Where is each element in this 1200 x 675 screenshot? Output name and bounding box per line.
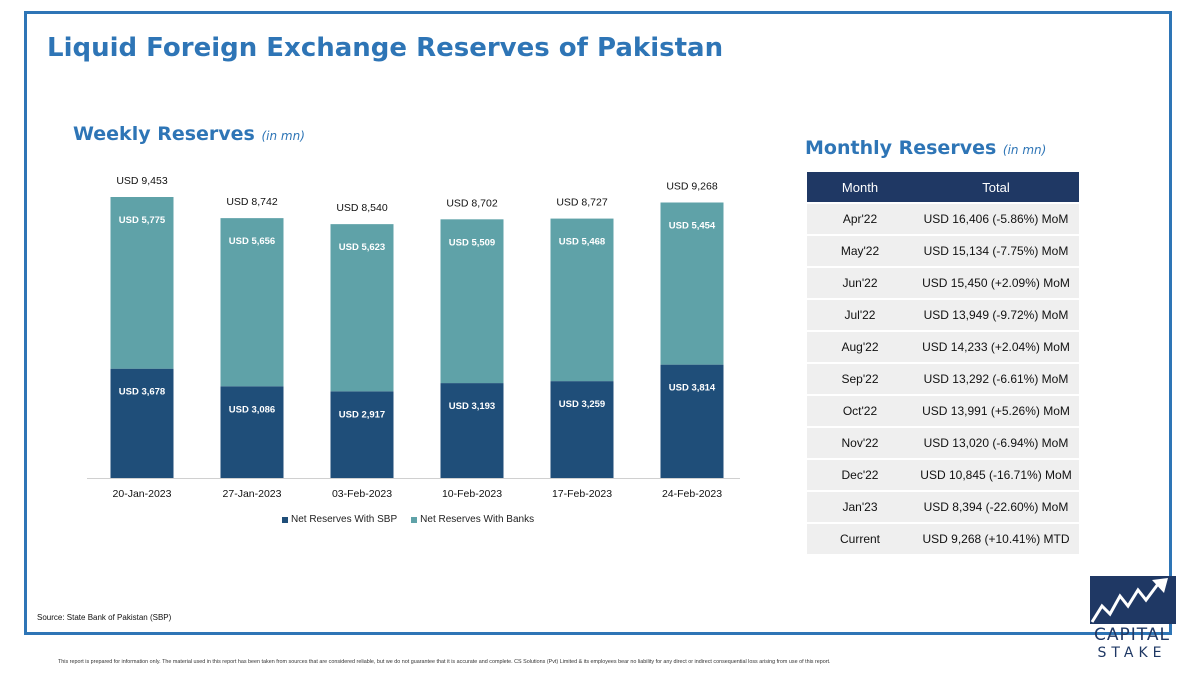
bar-sbp [440, 383, 504, 478]
cell-month: Jul'22 [807, 300, 913, 330]
bar-sbp [550, 381, 614, 478]
page-frame [24, 11, 1172, 635]
data-label-banks: USD 5,775 [119, 215, 166, 226]
x-tick-label: 03-Feb-2023 [332, 488, 392, 500]
weekly-heading: Weekly Reserves [73, 123, 255, 145]
data-label-banks: USD 5,509 [449, 237, 495, 248]
total-label: USD 8,702 [446, 197, 498, 209]
cell-total: USD 8,394 (-22.60%) MoM [913, 492, 1079, 522]
data-label-sbp: USD 3,814 [669, 383, 716, 394]
table-row: Aug'22 USD 14,233 (+2.04%) MoM [807, 332, 1079, 362]
data-label-banks: USD 5,623 [339, 242, 385, 253]
x-tick-label: 10-Feb-2023 [442, 488, 502, 500]
cell-total: USD 13,949 (-9.72%) MoM [913, 300, 1079, 330]
total-label: USD 9,453 [116, 175, 168, 187]
table-header-row: Month Total [807, 172, 1079, 202]
cell-month: Current [807, 524, 913, 554]
x-tick-label: 27-Jan-2023 [223, 488, 282, 500]
data-label-banks: USD 5,468 [559, 237, 605, 248]
cell-month: Jun'22 [807, 268, 913, 298]
column-header-total: Total [913, 172, 1079, 202]
logo-text-capital: CAPITAL [1094, 625, 1170, 645]
cell-total: USD 13,991 (+5.26%) MoM [913, 396, 1079, 426]
data-label-sbp: USD 3,086 [229, 404, 275, 415]
monthly-reserves-title: Monthly Reserves (in mn) [805, 137, 1046, 159]
cell-total: USD 15,450 (+2.09%) MoM [913, 268, 1079, 298]
column-header-month: Month [807, 172, 913, 202]
cell-total: USD 13,020 (-6.94%) MoM [913, 428, 1079, 458]
bar-banks [330, 224, 394, 392]
monthly-heading: Monthly Reserves [805, 137, 997, 159]
bar-sbp [330, 391, 394, 478]
data-label-sbp: USD 2,917 [339, 409, 385, 420]
bar-banks [440, 219, 504, 384]
data-label-banks: USD 5,656 [229, 236, 275, 247]
x-tick-label: 17-Feb-2023 [552, 488, 612, 500]
table-body: Apr'22 USD 16,406 (-5.86%) MoM May'22 USD 1… [807, 204, 1079, 554]
source-note: Source: State Bank of Pakistan (SBP) [37, 613, 172, 622]
bar-banks [660, 202, 724, 365]
x-tick-label: 20-Jan-2023 [113, 488, 172, 500]
bar-sbp [110, 368, 174, 478]
x-tick-label: 24-Feb-2023 [662, 488, 722, 500]
cell-total: USD 14,233 (+2.04%) MoM [913, 332, 1079, 362]
table-row: Oct'22 USD 13,991 (+5.26%) MoM [807, 396, 1079, 426]
total-label: USD 8,727 [556, 197, 608, 209]
table-row: May'22 USD 15,134 (-7.75%) MoM [807, 236, 1079, 266]
weekly-reserves-title: Weekly Reserves (in mn) [73, 123, 305, 145]
total-label: USD 8,742 [226, 196, 278, 208]
table-row: Jul'22 USD 13,949 (-9.72%) MoM [807, 300, 1079, 330]
table-row: Jun'22 USD 15,450 (+2.09%) MoM [807, 268, 1079, 298]
table-row: Nov'22 USD 13,020 (-6.94%) MoM [807, 428, 1079, 458]
table-row: Jan'23 USD 8,394 (-22.60%) MoM [807, 492, 1079, 522]
cell-month: Sep'22 [807, 364, 913, 394]
bar-banks [110, 197, 174, 369]
disclaimer: This report is prepared for information … [58, 659, 831, 665]
table-row: Dec'22 USD 10,845 (-16.71%) MoM [807, 460, 1079, 490]
table-row: Current USD 9,268 (+10.41%) MTD [807, 524, 1079, 554]
cell-month: Nov'22 [807, 428, 913, 458]
logo-text-stake: STAKE [1097, 645, 1167, 661]
cell-total: USD 13,292 (-6.61%) MoM [913, 364, 1079, 394]
legend-item-sbp: Net Reserves With SBP [282, 514, 397, 525]
bar-banks [550, 218, 614, 382]
legend-swatch-banks [411, 516, 418, 523]
cell-month: Apr'22 [807, 204, 913, 234]
chart-legend: Net Reserves With SBP Net Reserves With … [282, 514, 534, 525]
cell-total: USD 10,845 (-16.71%) MoM [913, 460, 1079, 490]
bar-sbp [220, 386, 284, 478]
cell-total: USD 16,406 (-5.86%) MoM [913, 204, 1079, 234]
legend-label-banks: Net Reserves With Banks [420, 514, 535, 525]
legend-item-banks: Net Reserves With Banks [411, 514, 534, 525]
cell-total: USD 15,134 (-7.75%) MoM [913, 236, 1079, 266]
cell-total: USD 9,268 (+10.41%) MTD [913, 524, 1079, 554]
data-label-banks: USD 5,454 [669, 220, 716, 231]
monthly-unit: (in mn) [1002, 143, 1047, 157]
legend-swatch-sbp [282, 516, 288, 523]
capital-stake-logo-icon [1090, 576, 1176, 624]
cell-month: Aug'22 [807, 332, 913, 362]
legend-label-sbp: Net Reserves With SBP [291, 514, 398, 525]
bar-banks [220, 218, 284, 387]
cell-month: Dec'22 [807, 460, 913, 490]
monthly-reserves-table: Month Total Apr'22 USD 16,406 (-5.86%) Mo… [807, 170, 1079, 556]
data-label-sbp: USD 3,678 [119, 387, 165, 398]
table-row: Apr'22 USD 16,406 (-5.86%) MoM [807, 204, 1079, 234]
cell-month: May'22 [807, 236, 913, 266]
data-label-sbp: USD 3,259 [559, 399, 605, 410]
weekly-unit: (in mn) [261, 129, 305, 143]
table-row: Sep'22 USD 13,292 (-6.61%) MoM [807, 364, 1079, 394]
bar-sbp [660, 364, 724, 478]
total-label: USD 8,540 [336, 202, 388, 214]
weekly-reserves-chart: USD 3,678 USD 5,775 USD 9,453 20-Jan-2023 US… [87, 175, 740, 500]
cell-month: Oct'22 [807, 396, 913, 426]
total-label: USD 9,268 [666, 180, 718, 192]
cell-month: Jan'23 [807, 492, 913, 522]
page-title: Liquid Foreign Exchange Reserves of Paki… [47, 33, 724, 63]
data-label-sbp: USD 3,193 [449, 401, 495, 412]
